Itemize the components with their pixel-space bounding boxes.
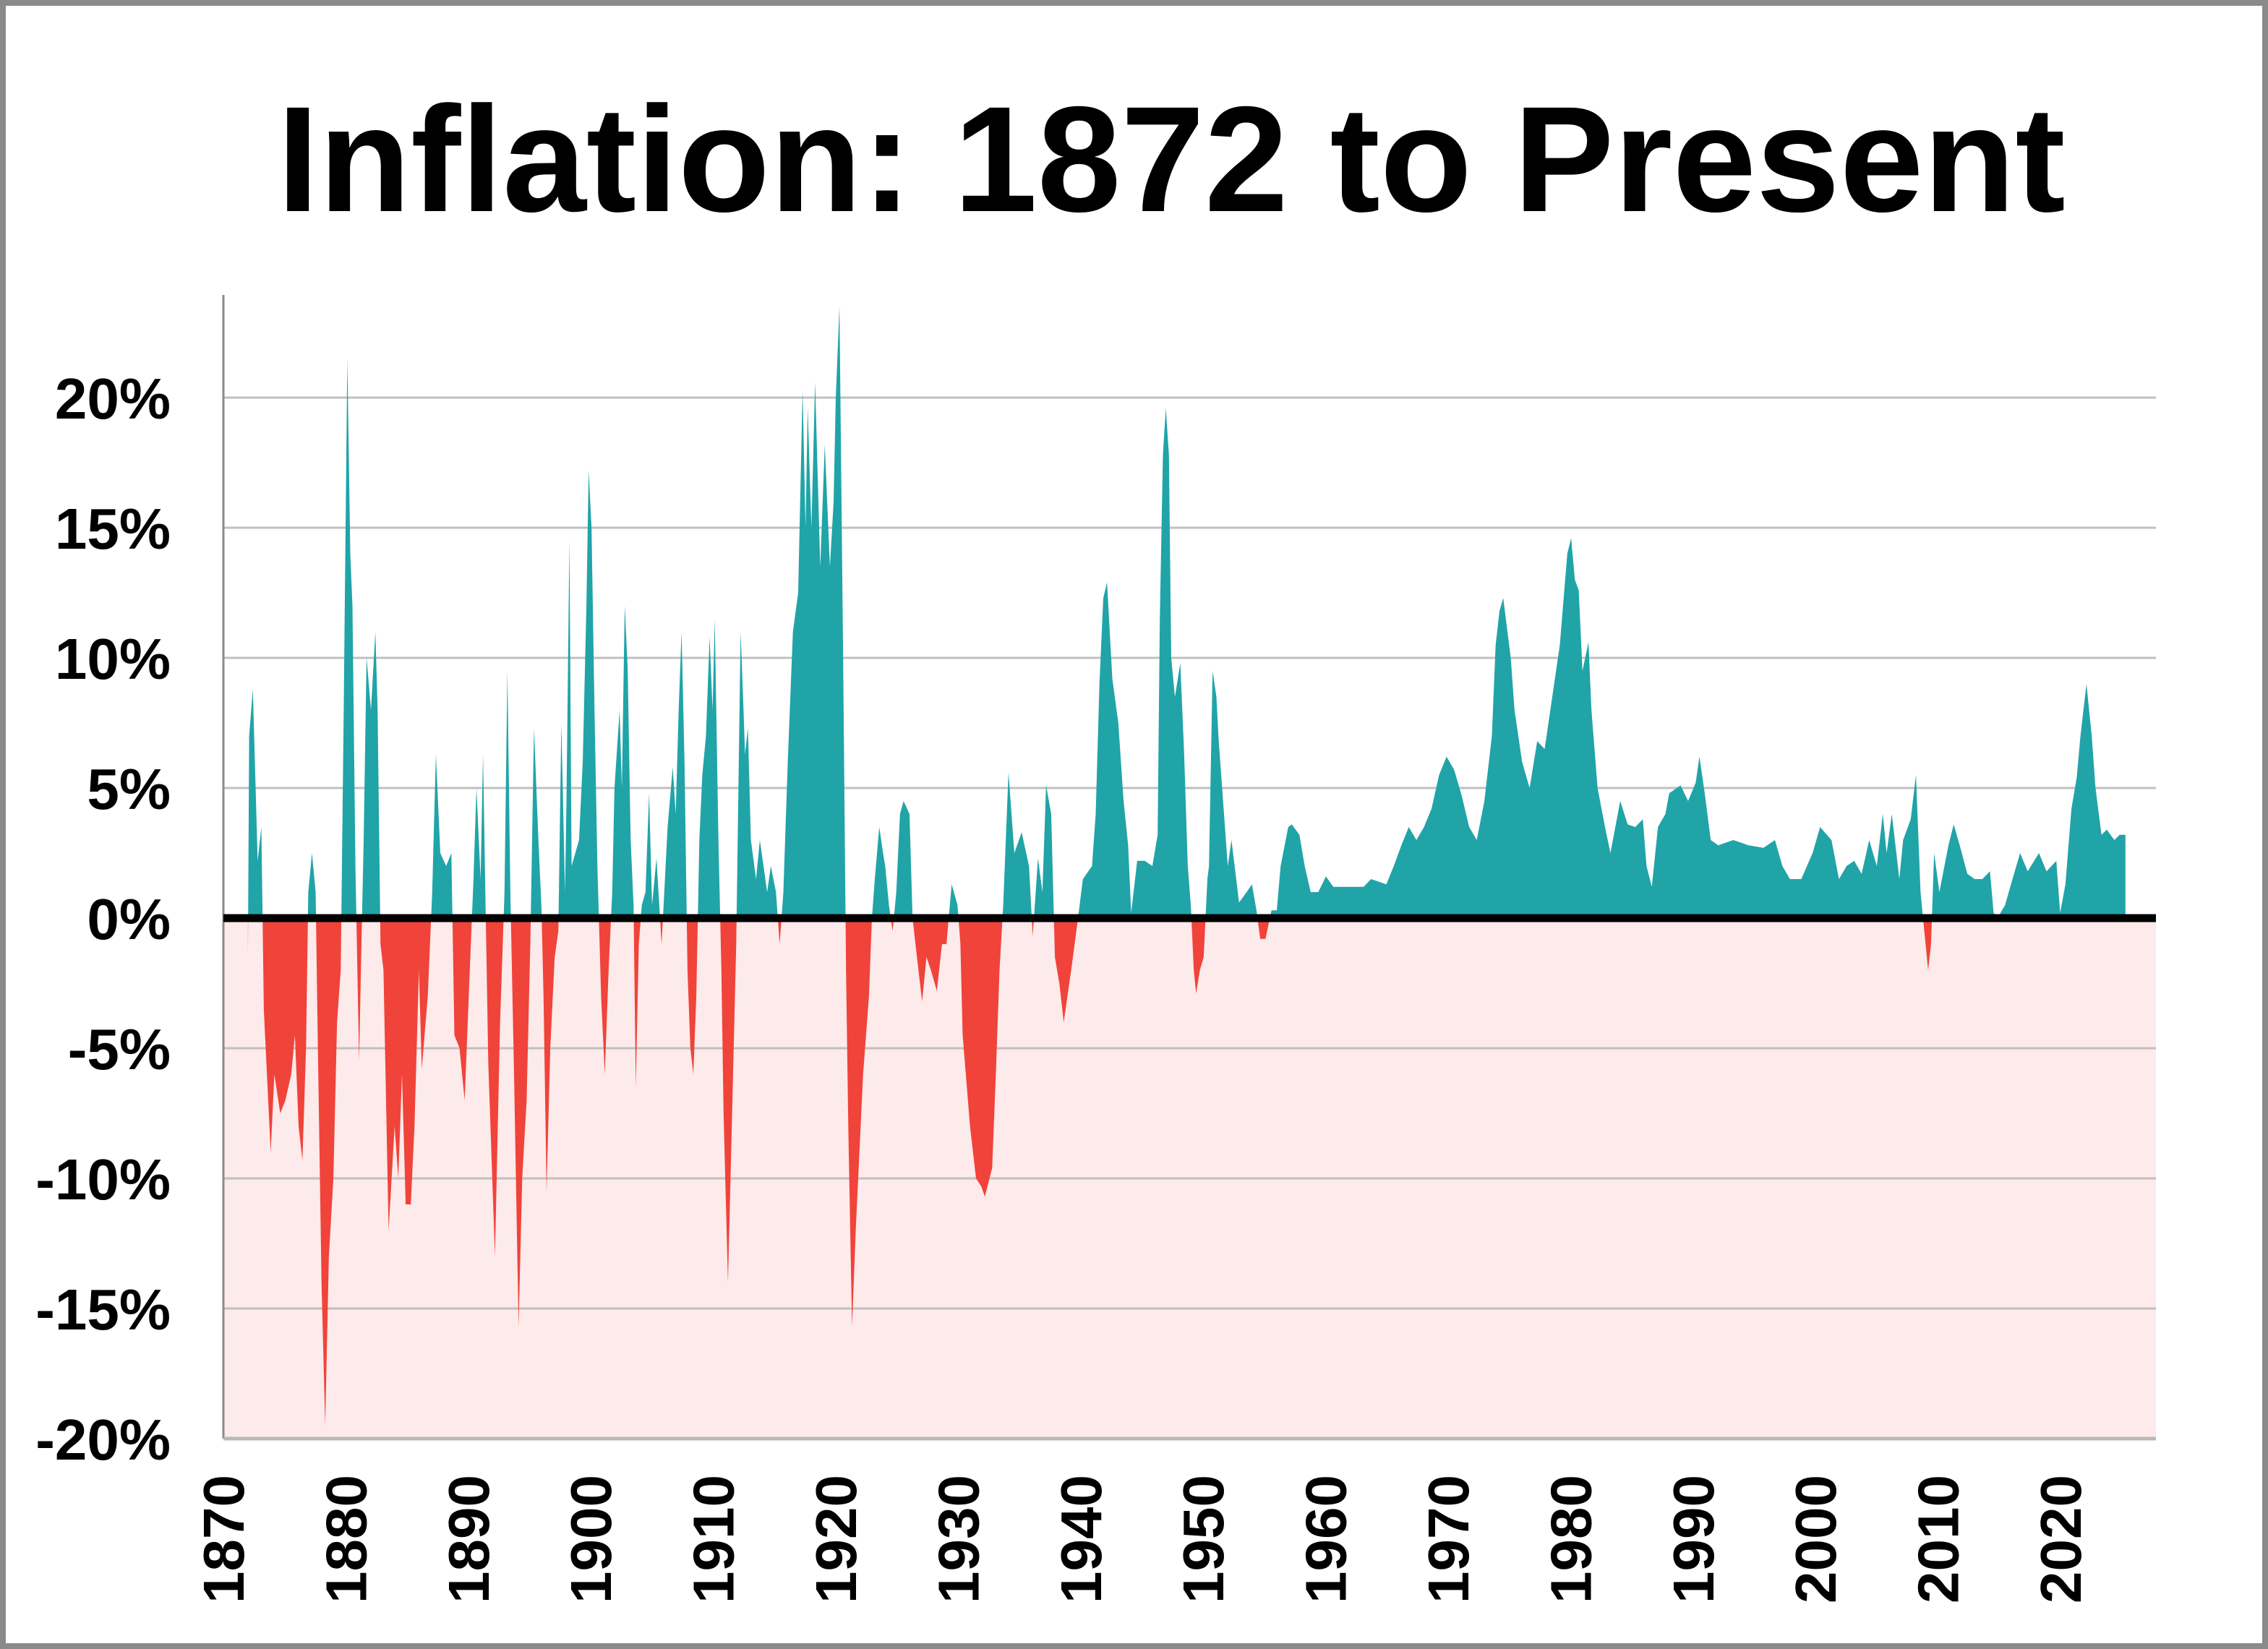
y-tick-label: -5% [68,1017,171,1082]
y-tick-label: -15% [35,1277,171,1342]
x-tick-label: 2010 [1907,1475,1971,1603]
inflation-series [247,307,2126,1426]
x-tick-label: 1900 [559,1475,623,1603]
x-tick-label: 1960 [1294,1475,1358,1603]
x-axis-tick-labels: 1870 1880 1890 1900 1910 1920 1930 1940 1950 1960… [192,1475,2093,1603]
y-tick-label: 15% [55,497,171,561]
chart-title: Inflation: 1872 to Present [277,76,2065,244]
x-tick-label: 1930 [926,1475,990,1603]
axes [222,295,2156,1441]
x-tick-label: 2020 [2029,1475,2093,1603]
y-tick-label: 20% [55,367,171,431]
x-tick-label: 1920 [804,1475,868,1603]
x-tick-label: 2000 [1784,1475,1848,1603]
x-tick-label: 1890 [437,1475,501,1603]
x-tick-label: 1950 [1171,1475,1236,1603]
x-tick-label: 1970 [1416,1475,1481,1603]
y-tick-label: -10% [35,1147,171,1212]
y-tick-label: -20% [35,1408,171,1472]
positive-inflation-area [247,307,2126,918]
y-tick-label: 5% [87,757,171,821]
x-tick-label: 1940 [1049,1475,1113,1603]
x-tick-label: 1990 [1661,1475,1726,1603]
gridlines [223,396,2156,1440]
y-tick-label: 10% [55,627,171,691]
x-tick-label: 1880 [314,1475,378,1603]
y-tick-label: 0% [87,887,171,951]
x-tick-label: 1980 [1539,1475,1603,1603]
x-tick-label: 1910 [682,1475,746,1603]
x-tick-label: 1870 [192,1475,256,1603]
y-axis-tick-labels: 20% 15% 10% 5% 0% -5% -10% -15% -20% [35,367,171,1472]
